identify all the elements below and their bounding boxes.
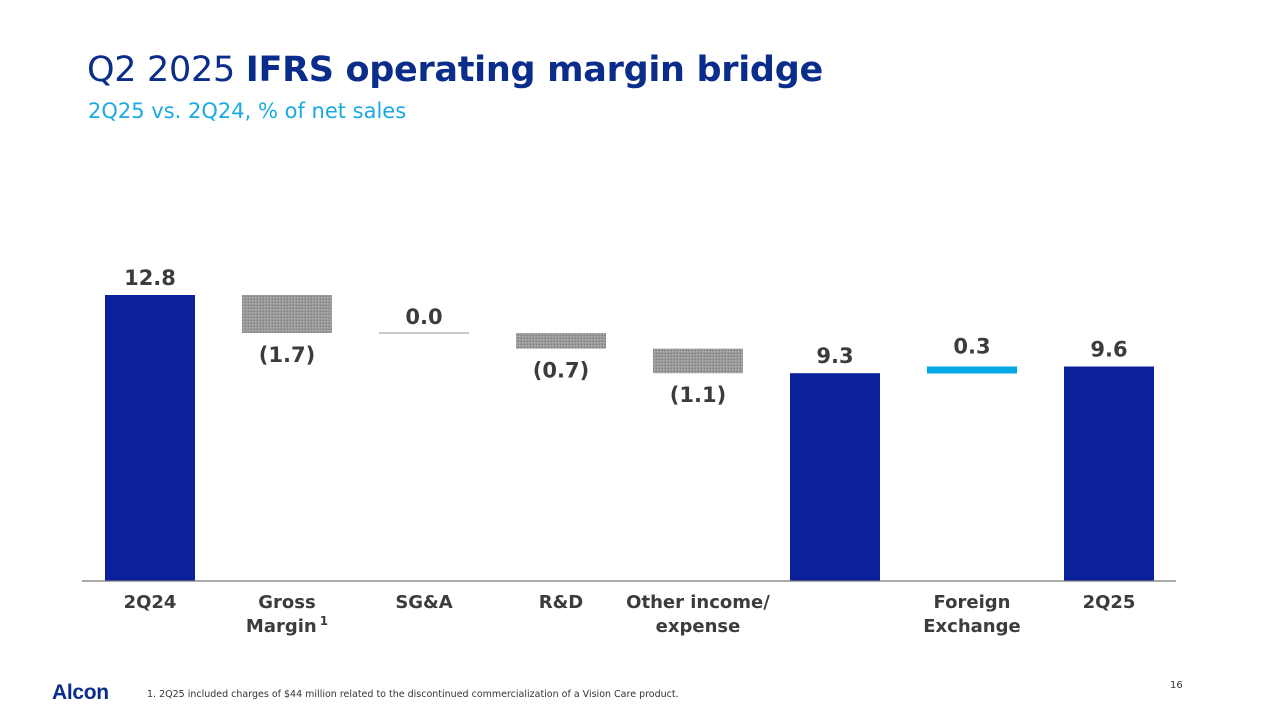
data-label: (0.7) — [533, 359, 589, 383]
bar-delta-negative — [242, 295, 332, 333]
data-label: 9.3 — [816, 344, 853, 368]
data-label: 0.3 — [953, 335, 990, 359]
category-label: SG&A — [395, 592, 452, 613]
bar-delta-positive — [927, 366, 1017, 374]
bar-total — [105, 295, 195, 581]
bar-total — [1064, 366, 1154, 581]
footnote-marker: 1 — [320, 614, 328, 628]
category-label: Other income/ — [626, 592, 770, 613]
data-label: 0.0 — [405, 305, 442, 329]
category-label: Exchange — [923, 616, 1020, 637]
title-bold: IFRS operating margin bridge — [245, 50, 823, 90]
category-label: Foreign — [934, 592, 1011, 613]
bar-delta-negative — [516, 332, 606, 349]
category-label: R&D — [539, 592, 584, 613]
data-label: (1.1) — [670, 383, 726, 407]
bar-total — [790, 373, 880, 581]
alcon-logo: Alcon — [52, 681, 109, 704]
data-label: (1.7) — [259, 343, 315, 367]
page-subtitle: 2Q25 vs. 2Q24, % of net sales — [88, 99, 407, 123]
category-label: 2Q25 — [1083, 592, 1136, 613]
category-label: Gross — [258, 592, 315, 613]
page-title: Q2 2025 IFRS operating margin bridge — [87, 50, 823, 90]
category-label: 2Q24 — [124, 592, 177, 613]
category-label: Margin 1 — [246, 614, 328, 637]
data-label: 9.6 — [1090, 338, 1127, 362]
bar-delta-negative — [653, 348, 743, 374]
data-label: 12.8 — [124, 266, 176, 290]
title-light: Q2 2025 — [87, 50, 235, 90]
footnote: 1. 2Q25 included charges of $44 million … — [147, 689, 679, 700]
page-number: 16 — [1170, 680, 1183, 691]
category-label: expense — [656, 616, 741, 637]
